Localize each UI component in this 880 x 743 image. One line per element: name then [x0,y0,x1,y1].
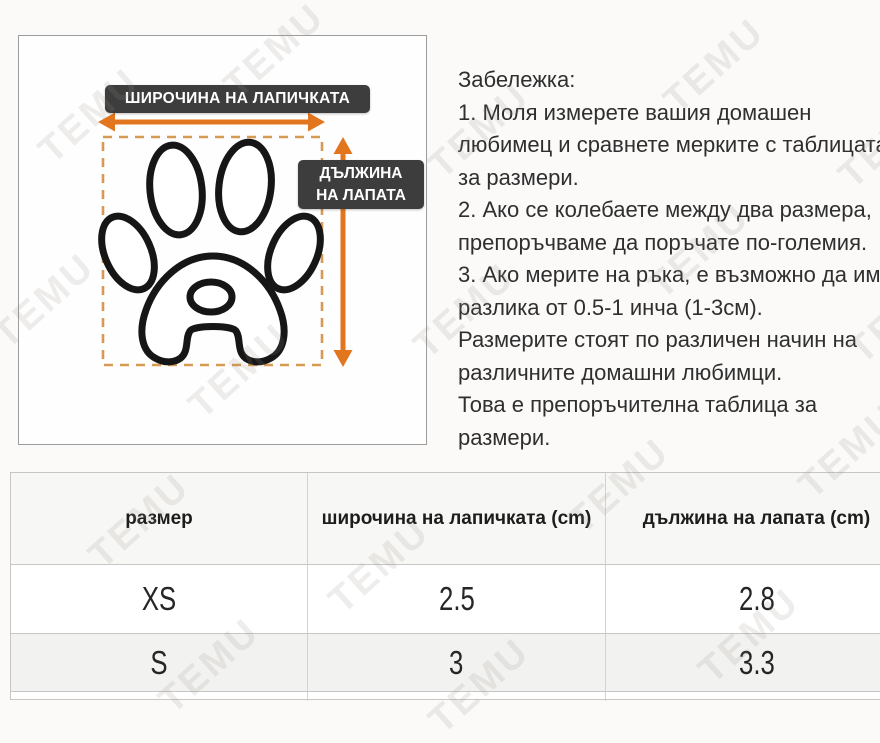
size-table: размер широчина на лапичката (cm) дължин… [10,472,880,701]
table-row-partial [11,692,308,701]
note-line: размери. [458,424,551,450]
notes-title: Забележка: [458,67,576,92]
table-cell-size-s: S [11,634,308,692]
note-line: различните домашни любимци. [458,359,783,385]
length-measure-badge: ДЪЛЖИНА НА ЛАПАТА [298,160,424,209]
note-line: 2. Ако се колебаете между два размера, [458,197,872,222]
size-table-header-paw-width: широчина на лапичката (cm) [308,473,606,565]
note-line: Размерите стоят по различен начин на [458,327,857,352]
note-line: Това е препоръчителна таблица за [458,392,818,417]
table-cell-length-s: 3.3 [606,634,880,692]
width-measure-label: ШИРОЧИНА НА ЛАПИЧКАТА [124,90,351,107]
size-table-header-paw-length: дължина на лапата (cm) [606,473,880,565]
note-line: препоръчваме да поръчате по-големия. [458,229,868,255]
note-line: 1. Моля измерете вашия домашен [458,99,812,125]
table-row-partial [308,692,606,701]
table-cell-width-s: 3 [308,634,606,692]
table-cell-size-xs: XS [11,565,308,634]
notes-block: Забележка: 1. Моля измерете вашия домаше… [458,64,880,460]
note-line: разлика от 0.5-1 инча (1-3см). [458,294,763,320]
note-line: за размери. [458,164,579,190]
length-measure-label-line1: ДЪЛЖИНА [319,164,403,182]
note-line: любимец и сравнете мерките с таблицата [458,132,880,157]
size-table-header-size: размер [11,473,308,565]
note-line: 3. Ако мерите на ръка, е възможно да има [458,262,880,287]
width-measure-badge: ШИРОЧИНА НА ЛАПИЧКАТА [105,85,370,113]
length-measure-label-line2: НА ЛАПАТА [316,186,406,204]
table-cell-length-xs: 2.8 [606,565,880,634]
table-cell-width-xs: 2.5 [308,565,606,634]
